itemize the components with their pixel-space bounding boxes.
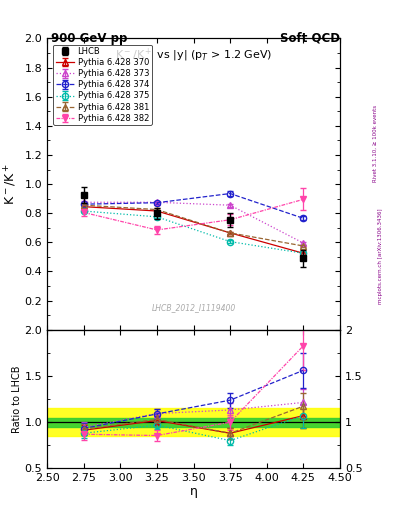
Bar <box>47 418 340 427</box>
Text: 900 GeV pp: 900 GeV pp <box>51 32 127 45</box>
Text: mcplots.cern.ch [arXiv:1306.3436]: mcplots.cern.ch [arXiv:1306.3436] <box>378 208 383 304</box>
Y-axis label: Ratio to LHCB: Ratio to LHCB <box>12 366 22 433</box>
Y-axis label: K$^-$/K$^+$: K$^-$/K$^+$ <box>3 163 19 205</box>
Text: K$^-$/K$^+$ vs |y| (p$_T$ > 1.2 GeV): K$^-$/K$^+$ vs |y| (p$_T$ > 1.2 GeV) <box>115 47 272 65</box>
Text: Soft QCD: Soft QCD <box>280 32 340 45</box>
Bar <box>47 409 340 436</box>
Text: LHCB_2012_I1119400: LHCB_2012_I1119400 <box>151 303 236 312</box>
Text: Rivet 3.1.10, ≥ 100k events: Rivet 3.1.10, ≥ 100k events <box>373 105 378 182</box>
Legend: LHCB, Pythia 6.428 370, Pythia 6.428 373, Pythia 6.428 374, Pythia 6.428 375, Py: LHCB, Pythia 6.428 370, Pythia 6.428 373… <box>53 45 152 125</box>
X-axis label: η: η <box>189 485 198 498</box>
